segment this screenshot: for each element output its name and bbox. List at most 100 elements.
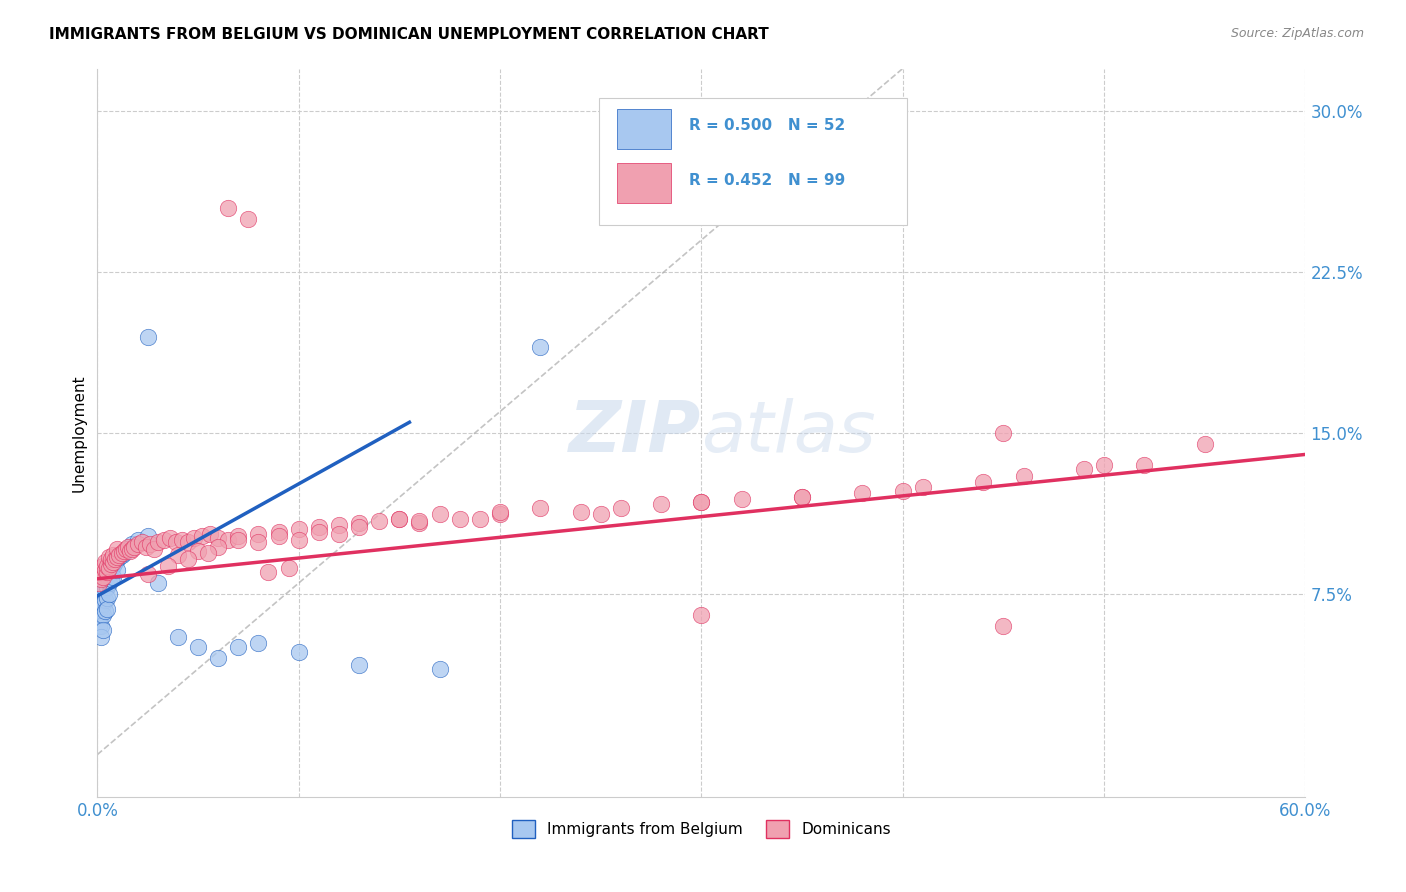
Point xyxy=(93,558,115,573)
Point xyxy=(170,533,193,548)
Point xyxy=(247,526,270,541)
Point xyxy=(104,552,127,566)
Point xyxy=(197,546,219,560)
Point xyxy=(89,608,111,623)
Point xyxy=(277,561,299,575)
Point xyxy=(226,533,249,548)
Point xyxy=(103,569,125,583)
Point xyxy=(529,501,551,516)
Point xyxy=(114,541,136,556)
Point xyxy=(267,529,290,543)
Point xyxy=(489,505,512,519)
Point xyxy=(993,619,1015,633)
Point xyxy=(429,508,451,522)
Point xyxy=(112,544,135,558)
Point xyxy=(93,576,115,591)
Point xyxy=(257,566,280,580)
Legend: Immigrants from Belgium, Dominicans: Immigrants from Belgium, Dominicans xyxy=(506,814,897,845)
Point xyxy=(429,662,451,676)
Point xyxy=(117,540,139,554)
Point xyxy=(98,587,121,601)
Point xyxy=(103,558,125,573)
Point xyxy=(121,537,143,551)
Point xyxy=(96,580,118,594)
Point xyxy=(217,533,239,548)
Point xyxy=(790,491,813,505)
Text: IMMIGRANTS FROM BELGIUM VS DOMINICAN UNEMPLOYMENT CORRELATION CHART: IMMIGRANTS FROM BELGIUM VS DOMINICAN UNE… xyxy=(49,27,769,42)
Point xyxy=(328,526,350,541)
Text: R = 0.452   N = 99: R = 0.452 N = 99 xyxy=(689,172,845,187)
Point xyxy=(328,518,350,533)
Point xyxy=(93,598,115,612)
Point xyxy=(891,483,914,498)
Point xyxy=(287,533,309,548)
Point xyxy=(468,512,491,526)
Point xyxy=(308,520,330,534)
Point xyxy=(851,486,873,500)
Point xyxy=(107,541,129,556)
Point xyxy=(93,624,115,638)
Point xyxy=(152,533,174,548)
Point xyxy=(156,558,179,573)
Point xyxy=(1194,436,1216,450)
Point xyxy=(1133,458,1156,472)
Point xyxy=(127,533,149,548)
Point xyxy=(98,576,121,591)
Point xyxy=(159,531,181,545)
Point xyxy=(136,529,159,543)
Point xyxy=(103,555,125,569)
Point xyxy=(96,566,118,580)
Point xyxy=(136,567,159,582)
Point xyxy=(94,604,117,618)
Point xyxy=(388,512,411,526)
Point xyxy=(730,492,752,507)
Point xyxy=(408,516,430,530)
Point xyxy=(1092,458,1115,472)
Point xyxy=(96,569,118,583)
Point xyxy=(191,529,214,543)
Point xyxy=(368,514,391,528)
Point xyxy=(93,584,115,599)
Point xyxy=(650,497,672,511)
Point xyxy=(103,548,125,562)
Point xyxy=(100,557,122,571)
Point xyxy=(96,558,118,573)
Point xyxy=(110,548,132,562)
Point xyxy=(690,608,713,623)
Point xyxy=(589,508,612,522)
Point xyxy=(146,535,169,549)
Point xyxy=(287,645,309,659)
Point xyxy=(90,619,112,633)
Point xyxy=(142,541,165,556)
Point xyxy=(388,512,411,526)
Point xyxy=(107,552,129,566)
Point xyxy=(112,546,135,560)
Point xyxy=(127,537,149,551)
Point xyxy=(117,541,139,556)
Point xyxy=(287,523,309,537)
Point xyxy=(93,608,115,623)
Point xyxy=(96,591,118,605)
Point xyxy=(167,548,190,562)
Point xyxy=(408,514,430,528)
Point xyxy=(90,580,112,594)
Point xyxy=(347,520,370,534)
Point xyxy=(529,340,551,354)
Point xyxy=(94,582,117,597)
Point xyxy=(90,566,112,580)
Point xyxy=(993,425,1015,440)
Text: R = 0.500   N = 52: R = 0.500 N = 52 xyxy=(689,118,845,133)
Point xyxy=(217,201,239,215)
Point xyxy=(187,544,209,558)
Point xyxy=(89,619,111,633)
Text: atlas: atlas xyxy=(702,399,876,467)
Point xyxy=(122,540,145,554)
Text: ZIP: ZIP xyxy=(569,399,702,467)
Point xyxy=(100,552,122,566)
Point xyxy=(146,576,169,591)
Point xyxy=(131,535,153,549)
Point xyxy=(690,494,713,508)
Point xyxy=(100,572,122,586)
Point xyxy=(177,535,200,549)
Point xyxy=(489,508,512,522)
